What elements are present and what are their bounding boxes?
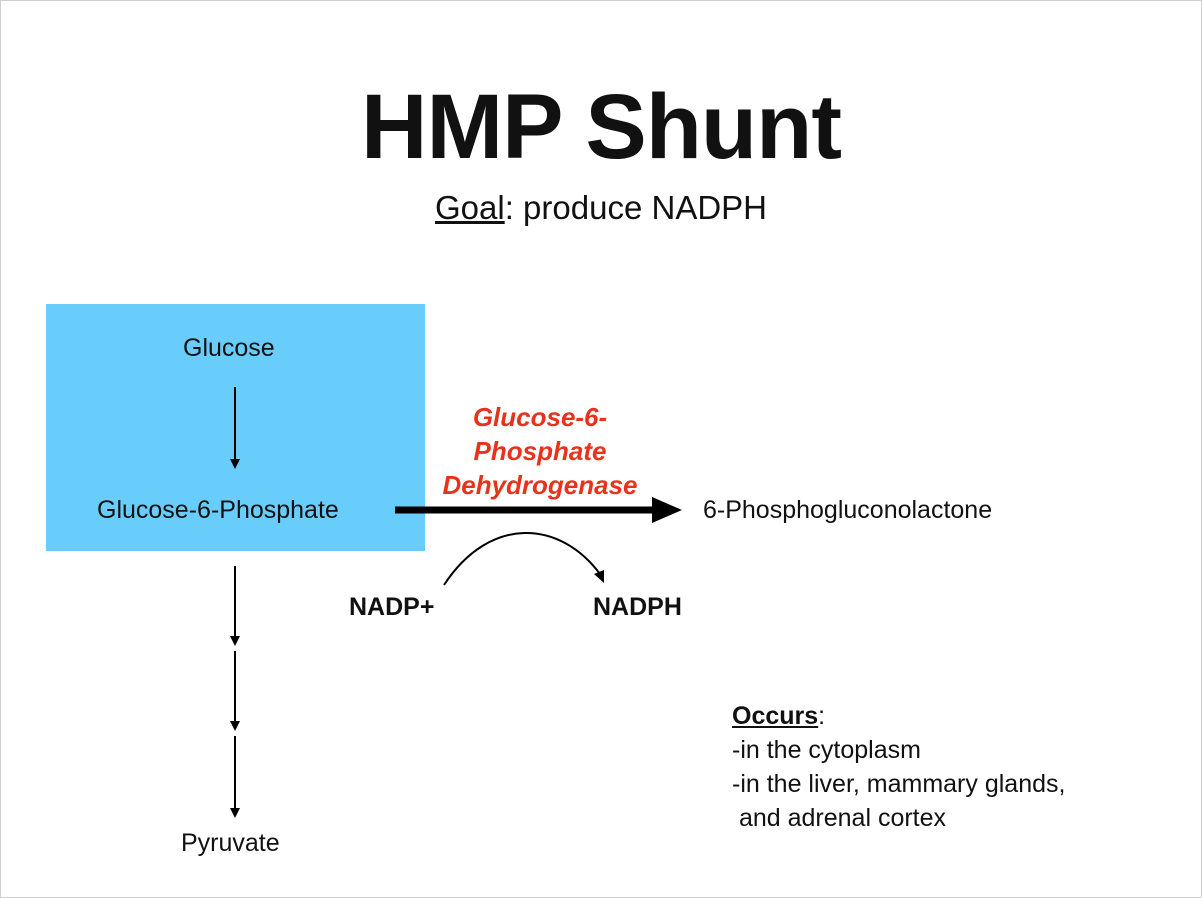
- goal-colon: :: [504, 189, 514, 226]
- node-glucose: Glucose: [183, 334, 275, 362]
- enzyme-label: Glucose-6- Phosphate Dehydrogenase: [420, 400, 660, 502]
- cofactor-nadp: NADP+: [349, 593, 435, 621]
- goal-line: Goal: produce NADPH: [0, 186, 1202, 230]
- occurs-line-adrenal: and adrenal cortex: [732, 804, 947, 832]
- enzyme-label-line-1: Glucose-6-: [472, 402, 608, 432]
- occurs-heading-text: Occurs: [732, 702, 819, 730]
- node-pyruvate: Pyruvate: [181, 829, 280, 857]
- node-6-phosphogluconolactone: 6-Phosphogluconolactone: [703, 496, 993, 524]
- goal-text: produce NADPH: [513, 189, 767, 226]
- node-glucose-6-phosphate: Glucose-6-Phosphate: [97, 496, 339, 524]
- arrow-glycolysis-step-1: [230, 566, 240, 646]
- slide-title: HMP Shunt: [361, 76, 842, 178]
- occurs-line-cytoplasm: -in the cytoplasm: [732, 736, 921, 764]
- occurs-heading: Occurs:: [732, 699, 1065, 733]
- arrow-glucose-to-g6p: [230, 387, 240, 469]
- arrow-g6p-to-6pgl: [395, 497, 682, 523]
- enzyme-label-line-2: Phosphate: [473, 436, 607, 466]
- goal-label: Goal: [435, 189, 505, 226]
- cofactor-nadph: NADPH: [593, 593, 682, 621]
- occurs-line-organs: -in the liver, mammary glands,: [732, 770, 1066, 798]
- arrow-nadp-to-nadph: [443, 532, 604, 586]
- occurs-notes: Occurs: -in the cytoplasm -in the liver,…: [732, 699, 1065, 835]
- enzyme-label-line-3: Dehydrogenase: [442, 470, 638, 500]
- arrow-glycolysis-step-3: [230, 736, 240, 818]
- occurs-heading-colon: :: [818, 702, 826, 730]
- arrow-glycolysis-step-2: [230, 651, 240, 731]
